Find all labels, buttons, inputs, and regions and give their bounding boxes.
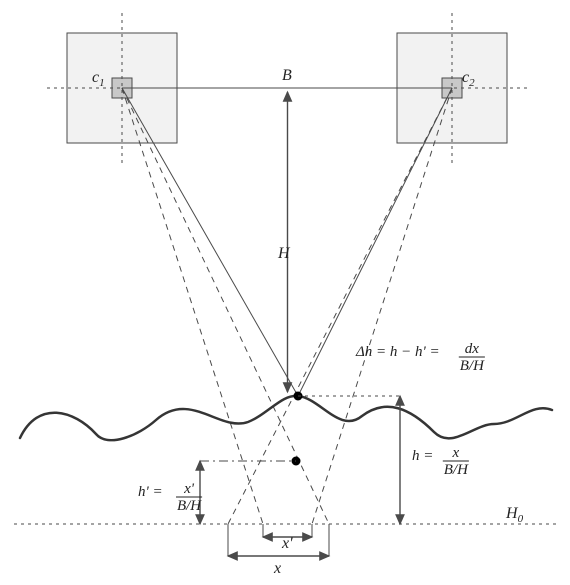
label-H: H	[277, 245, 291, 262]
svg-text:B/H: B/H	[444, 462, 469, 478]
svg-text:Δh = h − h' =: Δh = h − h' =	[355, 344, 440, 360]
svg-text:h =: h =	[412, 448, 433, 464]
label-x: x	[273, 560, 281, 577]
svg-text:B/H: B/H	[460, 358, 485, 374]
svg-text:x': x'	[183, 481, 195, 497]
svg-text:B/H: B/H	[177, 498, 202, 514]
label-xp: x'	[281, 535, 293, 552]
svg-text:h' =: h' =	[138, 484, 163, 500]
svg-text:dx: dx	[465, 341, 480, 357]
label-B: B	[282, 67, 292, 84]
svg-text:x: x	[452, 445, 460, 461]
